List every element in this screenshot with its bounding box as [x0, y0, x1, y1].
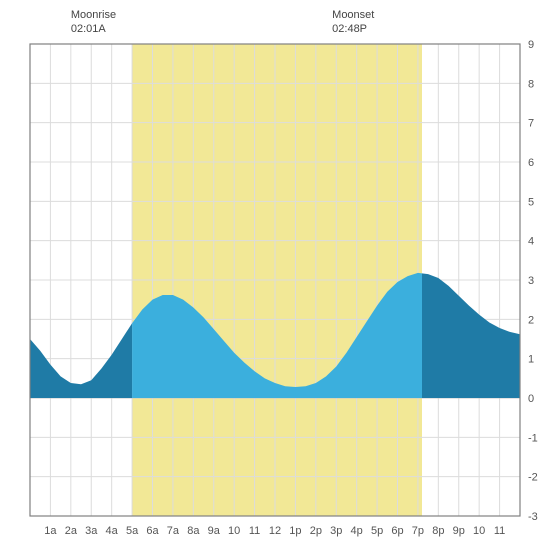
- y-tick-label: 4: [528, 236, 534, 248]
- x-tick-label: 4p: [351, 525, 363, 537]
- x-tick-label: 11: [249, 525, 260, 537]
- y-tick-label: 3: [528, 275, 534, 287]
- x-tick-label: 7p: [412, 525, 424, 537]
- x-axis-labels: 1a 2a 3a 4a 5a 6a 7a 8a 9a 10 11 12 1p 2p 3p 4p 5p 6p 7p 8p…: [44, 525, 505, 537]
- plot-background: [30, 44, 520, 516]
- x-tick-label: 9p: [453, 525, 465, 537]
- x-tick-label: 6a: [146, 525, 159, 537]
- x-tick-label: 3p: [330, 525, 342, 537]
- y-tick-label: 7: [528, 118, 534, 130]
- moonset-label: Moonset: [332, 9, 374, 21]
- y-tick-label: 6: [528, 157, 534, 169]
- moonrise-label: Moonrise: [71, 9, 116, 21]
- y-axis-labels: -3 -2 -1 0 1 2 3 4 5 6 7 8 9: [528, 39, 538, 523]
- tide-chart: -3-2-101234567891a2a3a4a5a6a7a8a9a101112…: [0, 0, 550, 550]
- x-tick-label: 7a: [167, 525, 180, 537]
- y-tick-label: -2: [528, 472, 538, 484]
- moonset-time: 02:48P: [332, 23, 367, 35]
- x-tick-label: 1a: [44, 525, 57, 537]
- y-tick-label: 8: [528, 78, 534, 90]
- y-tick-label: 9: [528, 39, 534, 51]
- y-tick-label: -3: [528, 511, 538, 523]
- y-tick-label: 1: [528, 354, 534, 366]
- y-tick-label: 5: [528, 196, 534, 208]
- x-tick-label: 11: [494, 525, 505, 537]
- chart-svg: -3-2-101234567891a2a3a4a5a6a7a8a9a101112…: [0, 0, 550, 550]
- x-tick-label: 8a: [187, 525, 200, 537]
- x-tick-label: 5a: [126, 525, 139, 537]
- x-tick-label: 10: [228, 525, 240, 537]
- x-tick-label: 1p: [289, 525, 301, 537]
- x-tick-label: 2p: [310, 525, 322, 537]
- x-tick-label: 8p: [432, 525, 444, 537]
- chart-headers: Moonrise 02:01A Moonset 02:48P: [71, 9, 375, 35]
- x-tick-label: 4a: [106, 525, 119, 537]
- x-tick-label: 3a: [85, 525, 98, 537]
- moonrise-time: 02:01A: [71, 23, 107, 35]
- y-tick-label: 0: [528, 393, 534, 405]
- x-tick-label: 10: [473, 525, 485, 537]
- x-tick-label: 2a: [65, 525, 78, 537]
- x-tick-label: 6p: [391, 525, 403, 537]
- y-tick-label: 2: [528, 314, 534, 326]
- y-tick-label: -1: [528, 432, 538, 444]
- x-tick-label: 12: [269, 525, 281, 537]
- x-tick-label: 9a: [208, 525, 221, 537]
- x-tick-label: 5p: [371, 525, 383, 537]
